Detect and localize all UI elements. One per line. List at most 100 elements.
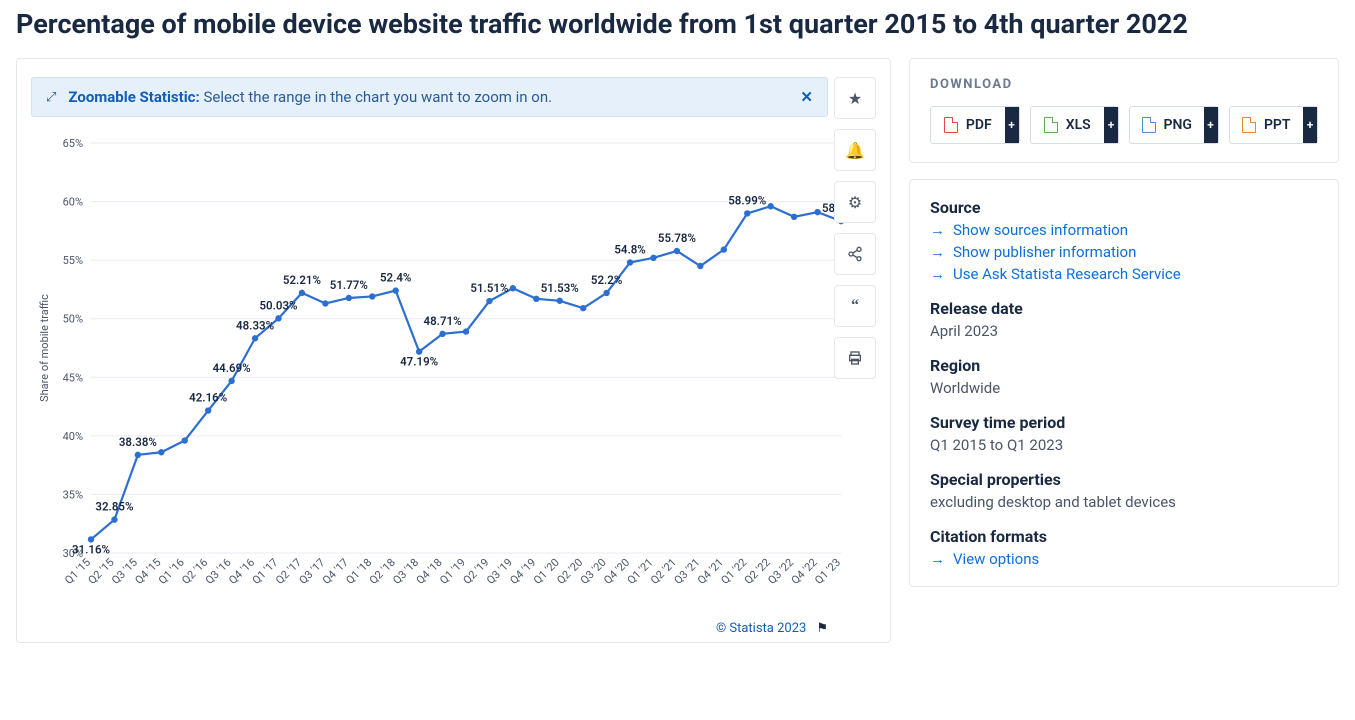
expand-icon: ⤢ [46, 90, 56, 105]
svg-text:38.38%: 38.38% [119, 435, 157, 449]
svg-text:48.71%: 48.71% [424, 314, 462, 328]
svg-text:Q2 '15: Q2 '15 [86, 556, 117, 587]
svg-text:47.19%: 47.19% [400, 355, 438, 369]
zoom-lead: Zoomable Statistic: [68, 88, 199, 106]
svg-text:Q4 '20: Q4 '20 [601, 556, 632, 587]
citation-link[interactable]: → View options [930, 550, 1318, 568]
svg-text:55.78%: 55.78% [658, 231, 696, 245]
svg-text:52.21%: 52.21% [283, 273, 321, 287]
svg-text:Q3 '16: Q3 '16 [203, 556, 234, 587]
download-xls-button[interactable]: XLS+ [1030, 106, 1120, 144]
period-label: Survey time period [930, 413, 1318, 432]
svg-text:Q3 '17: Q3 '17 [297, 556, 328, 587]
copyright-text: © Statista 2023 [716, 621, 806, 636]
banner-close-icon[interactable]: ✕ [800, 88, 813, 106]
download-ppt-button[interactable]: PPT+ [1229, 106, 1319, 144]
svg-text:60%: 60% [63, 196, 83, 209]
download-pdf-button[interactable]: PDF+ [930, 106, 1020, 144]
source-label: Source [930, 198, 1318, 217]
svg-text:32.85%: 32.85% [95, 500, 133, 514]
svg-text:Q2 '22: Q2 '22 [742, 556, 773, 587]
svg-text:Q2 '21: Q2 '21 [648, 556, 679, 587]
share-button[interactable] [834, 233, 876, 275]
source-link[interactable]: →Show sources information [930, 221, 1318, 239]
svg-text:Q2 '18: Q2 '18 [367, 556, 398, 587]
download-card: DOWNLOAD PDF+ XLS+PNG+ PPT+ [909, 58, 1339, 163]
svg-text:Q1 '21: Q1 '21 [625, 556, 656, 587]
svg-text:Q1 '16: Q1 '16 [156, 556, 187, 587]
arrow-icon: → [930, 550, 945, 568]
zoom-text: Select the range in the chart you want t… [200, 88, 552, 106]
svg-text:Q4 '16: Q4 '16 [226, 556, 257, 587]
svg-text:Q1 '19: Q1 '19 [437, 556, 468, 587]
release-label: Release date [930, 299, 1318, 318]
svg-text:Q3 '21: Q3 '21 [672, 556, 703, 587]
svg-text:35%: 35% [63, 489, 83, 502]
svg-text:Q3 '22: Q3 '22 [765, 556, 796, 587]
chart-card: ⤢ Zoomable Statistic: Select the range i… [16, 58, 891, 643]
svg-text:54.8%: 54.8% [614, 243, 645, 257]
svg-text:Q4 '19: Q4 '19 [507, 556, 538, 587]
favorite-button[interactable]: ★ [834, 77, 876, 119]
svg-text:Q4 '21: Q4 '21 [695, 556, 726, 587]
source-link[interactable]: →Show publisher information [930, 243, 1318, 261]
svg-text:Q2 '19: Q2 '19 [461, 556, 492, 587]
arrow-icon: → [930, 265, 945, 283]
special-value: excluding desktop and tablet devices [930, 493, 1318, 511]
download-heading: DOWNLOAD [930, 77, 1318, 92]
svg-text:Q4 '22: Q4 '22 [789, 556, 820, 587]
svg-text:42.16%: 42.16% [189, 391, 227, 405]
svg-text:Q3 '19: Q3 '19 [484, 556, 515, 587]
print-button[interactable] [834, 337, 876, 379]
release-value: April 2023 [930, 322, 1318, 340]
svg-text:Q4 '17: Q4 '17 [320, 556, 351, 587]
meta-card: Source →Show sources information →Show pu… [909, 179, 1339, 587]
page-title: Percentage of mobile device website traf… [16, 6, 1339, 42]
alert-button[interactable]: 🔔 [834, 129, 876, 171]
svg-text:Q1 '23: Q1 '23 [812, 556, 843, 587]
svg-text:Q3 '20: Q3 '20 [578, 556, 609, 587]
svg-text:Q2 '17: Q2 '17 [273, 556, 304, 587]
svg-text:31.16%: 31.16% [72, 543, 110, 557]
zoom-banner: ⤢ Zoomable Statistic: Select the range i… [31, 77, 828, 117]
svg-text:40%: 40% [63, 430, 83, 443]
svg-text:Q2 '16: Q2 '16 [179, 556, 210, 587]
svg-text:55%: 55% [63, 255, 83, 268]
svg-text:52.4%: 52.4% [380, 271, 411, 285]
svg-text:Q4 '18: Q4 '18 [414, 556, 445, 587]
action-rail: ★ 🔔 ⚙ “ [834, 77, 876, 379]
svg-text:51.53%: 51.53% [541, 281, 579, 295]
svg-text:50%: 50% [63, 313, 83, 326]
svg-text:Q2 '20: Q2 '20 [554, 556, 585, 587]
download-png-button[interactable]: PNG+ [1129, 106, 1219, 144]
svg-text:51.77%: 51.77% [330, 278, 368, 292]
region-label: Region [930, 356, 1318, 375]
arrow-icon: → [930, 243, 945, 261]
source-link[interactable]: →Use Ask Statista Research Service [930, 265, 1318, 283]
svg-text:Q4 '15: Q4 '15 [132, 556, 163, 587]
svg-text:Q3 '15: Q3 '15 [109, 556, 140, 587]
settings-button[interactable]: ⚙ [834, 181, 876, 223]
svg-text:Q1 '17: Q1 '17 [250, 556, 281, 587]
citation-label: Citation formats [930, 527, 1318, 546]
svg-text:Q1 '18: Q1 '18 [343, 556, 374, 587]
cite-button[interactable]: “ [834, 285, 876, 327]
svg-text:58.99%: 58.99% [728, 194, 766, 208]
svg-text:Share of mobile traffic: Share of mobile traffic [38, 294, 51, 402]
svg-text:65%: 65% [63, 137, 83, 150]
svg-text:Q3 '18: Q3 '18 [390, 556, 421, 587]
svg-text:50.03%: 50.03% [259, 299, 297, 313]
svg-text:Q1 '15: Q1 '15 [62, 556, 93, 587]
svg-text:Q1 '20: Q1 '20 [531, 556, 562, 587]
region-value: Worldwide [930, 379, 1318, 397]
svg-text:45%: 45% [63, 372, 83, 385]
svg-text:52.2%: 52.2% [591, 273, 622, 287]
period-value: Q1 2015 to Q1 2023 [930, 436, 1318, 454]
flag-icon[interactable]: ⚑ [816, 621, 828, 636]
line-chart[interactable]: 30%35%40%45%50%55%60%65%Share of mobile … [31, 123, 851, 613]
svg-text:44.69%: 44.69% [213, 361, 251, 375]
special-label: Special properties [930, 470, 1318, 489]
arrow-icon: → [930, 221, 945, 239]
svg-text:48.33%: 48.33% [236, 319, 274, 333]
svg-text:Q1 '22: Q1 '22 [718, 556, 749, 587]
